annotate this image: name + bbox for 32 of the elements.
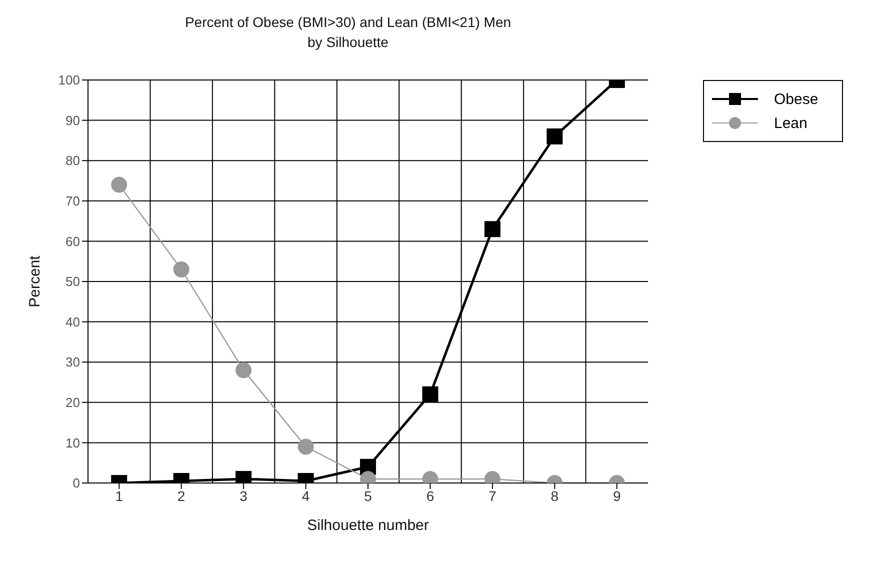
chart-title: Percent of Obese (BMI>30) and Lean (BMI<21) Men <box>184 13 512 32</box>
y-tick-label: 90 <box>66 112 80 128</box>
y-axis-title: Percent <box>26 254 44 308</box>
legend-label: Lean <box>774 114 808 132</box>
y-tick-label: 80 <box>66 153 80 168</box>
point <box>111 176 128 193</box>
x-tick-label: 1 <box>115 488 124 504</box>
y-tick-label: 40 <box>66 314 80 330</box>
legend-label: Obese <box>774 90 818 108</box>
point <box>422 386 438 402</box>
y-tick-label: 50 <box>66 274 80 290</box>
x-tick-label: 6 <box>426 488 434 504</box>
x-tick-label: 4 <box>302 488 310 504</box>
y-tick-label: 30 <box>66 354 80 370</box>
point <box>236 362 252 378</box>
point <box>484 221 500 238</box>
x-tick-label: 5 <box>364 488 372 504</box>
y-tick-label: 70 <box>66 194 80 209</box>
x-tick-label: 7 <box>488 488 497 504</box>
x-axis-title: Silhouette number <box>307 517 429 534</box>
y-tick-label: 0 <box>72 476 80 491</box>
x-tick-label: 8 <box>550 488 559 504</box>
y-tick-label: 60 <box>66 234 80 249</box>
y-tick-label: 100 <box>58 72 80 88</box>
point <box>546 128 563 144</box>
x-tick-label: 9 <box>612 488 621 504</box>
y-tick-label: 10 <box>66 435 80 450</box>
y-tick-label: 20 <box>66 395 80 410</box>
point <box>173 261 190 278</box>
chart-subtitle: by Silhouette <box>306 33 390 52</box>
x-tick-label: 2 <box>177 488 186 504</box>
x-tick-label: 3 <box>240 488 248 504</box>
